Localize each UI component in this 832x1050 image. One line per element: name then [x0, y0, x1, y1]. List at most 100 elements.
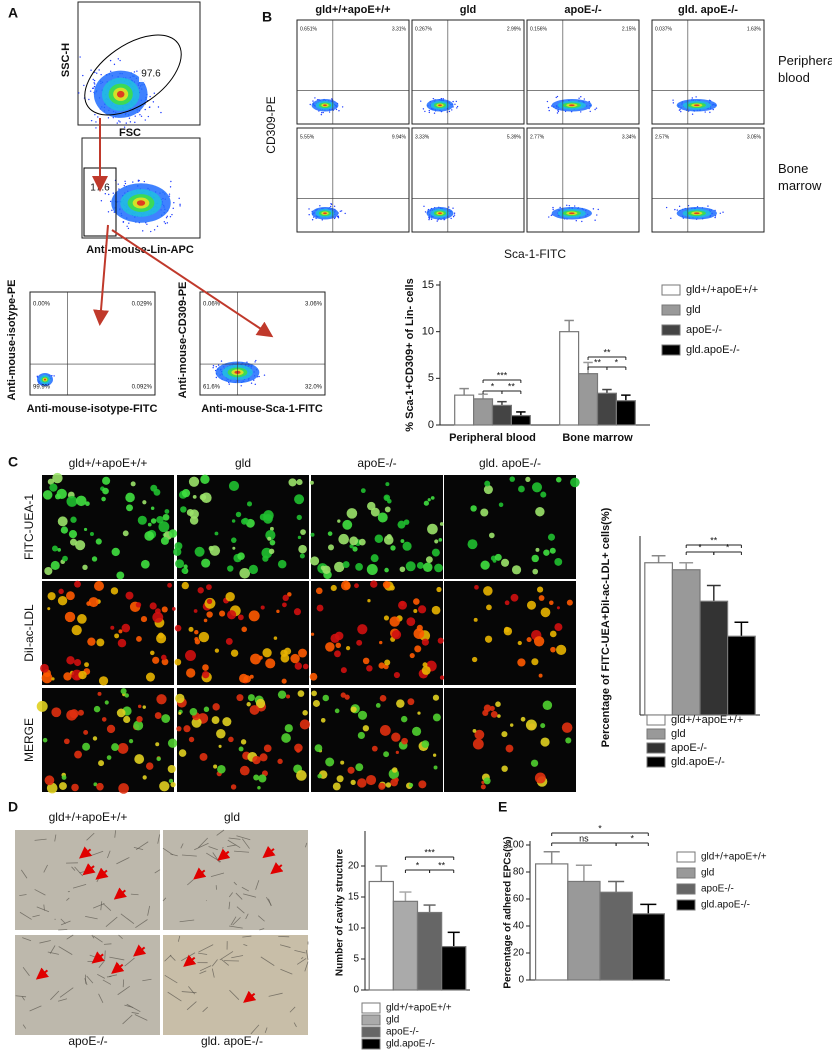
- column-label: gld. apoE-/-: [479, 456, 541, 470]
- cell: [206, 584, 212, 590]
- cell: [280, 653, 290, 663]
- event-dot: [142, 230, 144, 232]
- cell: [439, 522, 444, 526]
- event-dot: [263, 374, 266, 376]
- cell: [397, 520, 406, 529]
- cell: [345, 646, 351, 651]
- cell: [400, 539, 405, 543]
- event-dot: [691, 97, 693, 99]
- cell: [480, 784, 486, 790]
- event-dot: [111, 209, 113, 212]
- event-dot: [451, 109, 453, 111]
- cell-process: [93, 903, 105, 909]
- cell: [134, 754, 145, 764]
- cell: [181, 489, 191, 498]
- gate-box: [139, 66, 163, 82]
- flow-plot: [411, 127, 525, 233]
- cell: [206, 611, 213, 618]
- event-dot: [109, 59, 112, 62]
- cell: [396, 699, 405, 708]
- cell: [480, 560, 490, 570]
- cell: [142, 500, 147, 505]
- cell-process: [66, 934, 74, 940]
- cell-process: [157, 834, 161, 844]
- cell-process: [107, 850, 111, 859]
- cell: [298, 648, 307, 658]
- event-dot: [144, 108, 146, 111]
- cell-process: [120, 913, 135, 925]
- cell: [228, 736, 234, 743]
- cell: [332, 782, 341, 791]
- event-dot: [95, 127, 97, 129]
- cell: [382, 580, 391, 589]
- cell: [355, 563, 363, 571]
- cell-process: [102, 903, 112, 911]
- cell: [83, 527, 88, 532]
- cell: [394, 777, 399, 783]
- micrograph: [444, 581, 576, 685]
- event-dot: [319, 205, 321, 207]
- event-dot: [124, 182, 127, 185]
- cell: [488, 532, 495, 539]
- cell: [532, 568, 539, 575]
- cell: [191, 717, 202, 728]
- cell: [352, 546, 358, 552]
- cell: [437, 637, 444, 644]
- cell-process: [97, 973, 106, 979]
- event-dot: [557, 110, 560, 113]
- cell: [42, 490, 53, 500]
- axis-title: SSC-H: [60, 43, 72, 77]
- event-dot: [709, 111, 711, 114]
- cell: [501, 731, 508, 738]
- event-dot: [149, 95, 151, 98]
- legend-swatch: [661, 284, 681, 296]
- cell: [375, 703, 381, 708]
- cell: [439, 675, 445, 680]
- legend-swatch: [676, 867, 696, 879]
- gate: [84, 34, 182, 116]
- column-label: gld+/+apoE+/+: [69, 456, 148, 470]
- cell: [189, 516, 199, 525]
- event-dot: [112, 192, 114, 194]
- cell-process: [305, 842, 308, 848]
- sig-label: **: [508, 381, 516, 391]
- cell: [83, 729, 89, 735]
- cell: [101, 717, 107, 722]
- axis-title: CD309-PE: [264, 96, 278, 153]
- cell-process: [91, 934, 95, 939]
- cell-process: [229, 925, 243, 929]
- cell: [203, 706, 210, 712]
- cell: [74, 750, 82, 759]
- event-dot: [680, 110, 682, 113]
- y-tick-label: 40: [513, 921, 525, 932]
- cell: [293, 608, 301, 616]
- event-dot: [163, 221, 166, 223]
- cell: [540, 607, 551, 618]
- cell: [483, 704, 492, 712]
- cell: [167, 765, 176, 774]
- cell: [489, 705, 495, 711]
- legend-swatch: [361, 1014, 381, 1026]
- sig-label: *: [615, 357, 619, 367]
- cell: [52, 472, 63, 484]
- y-tick-label: 15: [348, 892, 360, 903]
- cell-process: [304, 961, 309, 972]
- cell-process: [15, 995, 27, 998]
- legend-swatch: [646, 756, 666, 768]
- event-dot: [430, 218, 433, 220]
- cell: [434, 563, 443, 573]
- cell: [402, 541, 412, 551]
- cell: [413, 598, 420, 605]
- event-dot: [592, 208, 595, 210]
- event-dot: [78, 92, 80, 94]
- legend-label: apoE-/-: [671, 742, 707, 754]
- cell: [554, 557, 563, 566]
- cell: [294, 662, 303, 670]
- cell: [535, 547, 540, 552]
- event-dot: [160, 111, 162, 114]
- cell: [70, 516, 77, 523]
- micrograph: [309, 580, 445, 685]
- cell: [237, 552, 245, 560]
- micrograph: [175, 688, 310, 792]
- cell: [531, 482, 543, 493]
